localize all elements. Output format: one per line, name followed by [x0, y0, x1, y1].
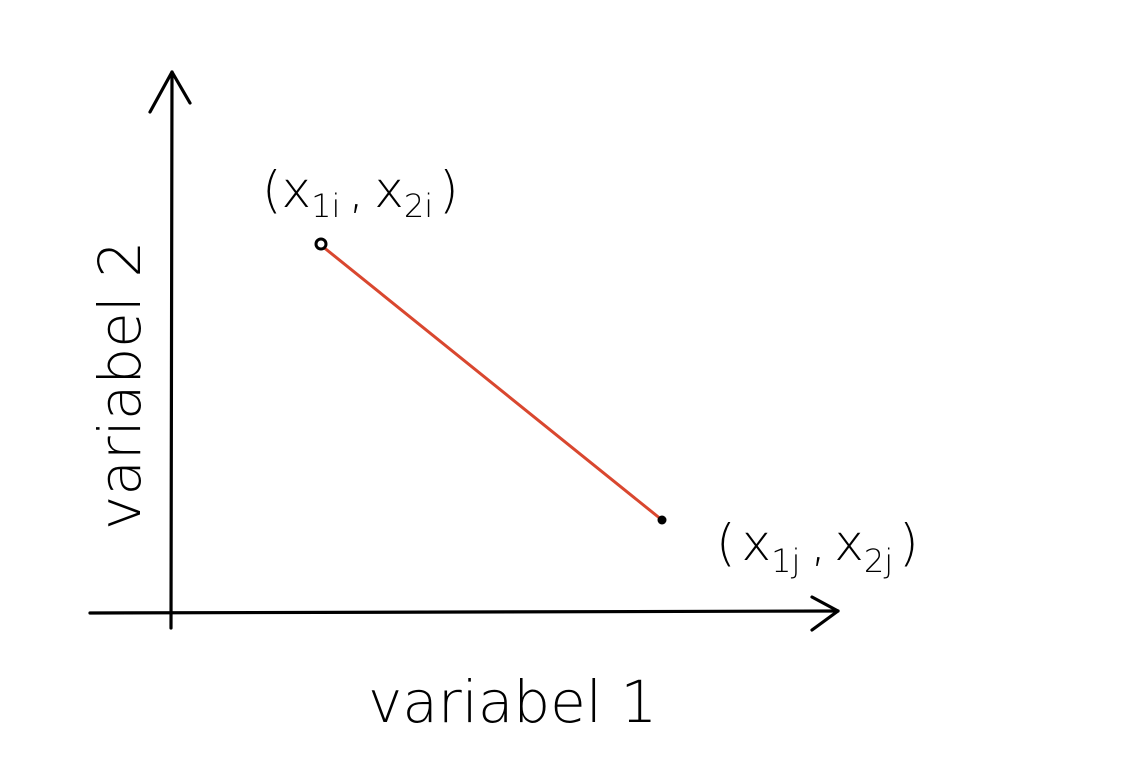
x-axis-label: variabel 1 [368, 668, 657, 736]
point-i-x-sub: 1i [311, 187, 340, 225]
point-j-y-sub: 2j [864, 542, 893, 580]
y-axis-arrowhead [148, 70, 192, 114]
point-i-marker [314, 237, 328, 251]
point-j-x-base: x [742, 514, 772, 572]
point-i-x-base: x [282, 161, 312, 219]
distance-line [320, 244, 664, 522]
point-j-separator: , [810, 514, 826, 572]
y-axis-label: variabel 2 [86, 241, 154, 530]
y-axis-line [169, 70, 174, 630]
y-axis [148, 70, 192, 630]
point-j-marker [657, 515, 667, 525]
point-i-open-paren: ( [262, 161, 282, 219]
point-j-open-paren: ( [716, 514, 736, 572]
point-j-y-base: x [834, 514, 864, 572]
point-j-label: (x1j, x2j) [716, 514, 919, 580]
point-i-separator: , [348, 161, 364, 219]
point-i-y-sub: 2i [404, 187, 433, 225]
x-axis-line [88, 609, 840, 615]
point-i-close-paren: ) [439, 161, 459, 219]
point-i-y-base: x [374, 161, 404, 219]
point-j-x-sub: 1j [771, 542, 800, 580]
x-axis-arrowhead [810, 595, 840, 632]
point-i-label: (x1i, x2i) [262, 161, 459, 225]
point-j-close-paren: ) [899, 514, 919, 572]
x-axis [88, 595, 840, 632]
